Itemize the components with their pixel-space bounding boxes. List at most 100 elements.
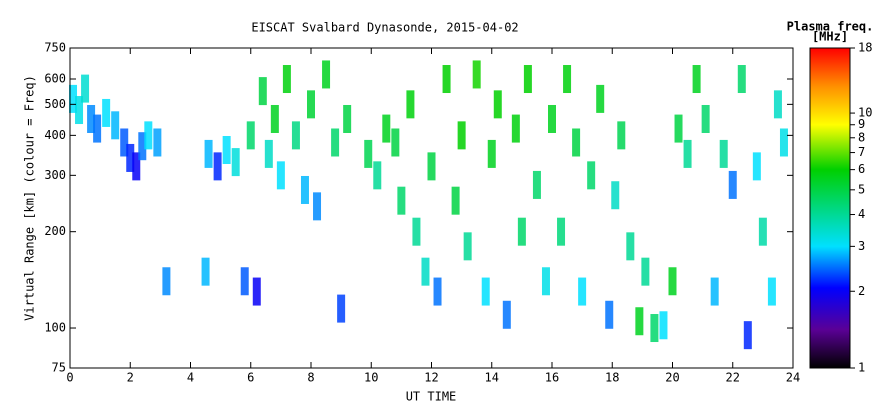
echo-point	[204, 139, 213, 168]
colorbar-tick-label: 7	[858, 145, 865, 159]
echo-point	[451, 186, 460, 215]
echo-point	[337, 294, 346, 323]
echo-point	[433, 277, 442, 306]
y-tick-label: 100	[44, 321, 66, 335]
colorbar-tick-label: 10	[858, 106, 872, 120]
echo-point	[153, 128, 162, 157]
echo-point	[442, 65, 451, 94]
x-tick-label: 0	[66, 371, 73, 385]
echo-point	[779, 128, 788, 157]
echo-point	[240, 267, 249, 296]
colorbar-tick-label: 4	[858, 207, 865, 221]
echo-point	[313, 192, 322, 221]
x-tick-label: 4	[187, 371, 194, 385]
echo-point	[674, 114, 683, 143]
echo-point	[617, 121, 626, 150]
echo-point	[391, 128, 400, 157]
echo-point	[421, 257, 430, 286]
echo-point	[502, 300, 511, 329]
echo-point	[563, 65, 572, 94]
echo-point	[692, 65, 701, 94]
echo-point	[517, 217, 526, 246]
echo-point	[246, 121, 255, 150]
colorbar-tick-label: 6	[858, 162, 865, 176]
echo-point	[659, 311, 668, 340]
echo-point	[587, 161, 596, 190]
echo-point	[767, 277, 776, 306]
echo-point	[373, 161, 382, 190]
colorbar-unit: [MHz]	[812, 30, 848, 44]
echo-point	[162, 267, 171, 296]
echo-point	[412, 217, 421, 246]
y-axis-label: Virtual Range [km] (colour = Freq)	[23, 75, 37, 321]
y-tick-label: 400	[44, 128, 66, 142]
echo-point	[683, 139, 692, 168]
echo-point	[541, 267, 550, 296]
echo-point	[532, 170, 541, 199]
echo-point	[126, 143, 135, 172]
colorbar-tick-label: 18	[858, 41, 872, 55]
plot-frame	[69, 47, 794, 369]
echo-point	[75, 96, 84, 125]
colorbar-tick-label: 9	[858, 117, 865, 131]
echo-point	[626, 232, 635, 261]
echo-point	[307, 90, 315, 119]
echo-point	[457, 121, 466, 150]
echo-point	[81, 74, 90, 103]
echo-point	[102, 98, 111, 127]
echo-point	[93, 114, 102, 143]
echo-point	[120, 128, 129, 157]
x-tick-label: 6	[247, 371, 254, 385]
x-tick-label: 12	[424, 371, 438, 385]
colorbar-title: Plasma freq.	[787, 20, 874, 34]
echo-point	[773, 90, 782, 119]
colorbar-tick-label: 2	[858, 284, 865, 298]
echo-point	[650, 314, 659, 343]
echo-point	[343, 104, 352, 133]
echo-point	[138, 132, 147, 161]
echo-point	[270, 104, 279, 133]
echo-point	[213, 152, 222, 181]
echo-point	[572, 128, 581, 157]
colorbar-tick-label: 5	[858, 182, 865, 196]
echo-point	[668, 267, 677, 296]
echo-point	[487, 139, 496, 168]
echo-point	[557, 217, 566, 246]
echo-point	[710, 277, 719, 306]
echo-point	[69, 84, 78, 113]
echo-point	[641, 257, 650, 286]
echo-point	[231, 148, 240, 177]
echo-point	[511, 114, 520, 143]
echo-point	[282, 65, 291, 94]
echo-point	[463, 232, 472, 261]
colorbar-tick-label: 8	[858, 130, 865, 144]
x-tick-label: 22	[726, 371, 740, 385]
echo-point	[605, 300, 614, 329]
echo-point	[427, 152, 436, 181]
echo-point	[111, 111, 120, 140]
colorbar-tick-label: 3	[858, 239, 865, 253]
y-tick-label: 200	[44, 224, 66, 238]
echo-point	[728, 170, 737, 199]
x-tick-label: 18	[605, 371, 619, 385]
echo-point	[252, 277, 261, 306]
echo-point	[322, 60, 331, 89]
echo-point	[737, 65, 746, 94]
echo-point	[493, 90, 502, 119]
echo-point	[596, 84, 605, 113]
echo-point	[758, 217, 767, 246]
echo-point	[548, 104, 556, 133]
echo-point	[701, 104, 710, 133]
echo-point	[276, 161, 285, 190]
echo-point	[635, 307, 644, 336]
echo-point	[743, 321, 752, 350]
x-tick-label: 14	[485, 371, 499, 385]
echo-point	[132, 152, 141, 181]
echo-point	[578, 277, 587, 306]
y-tick-label: 300	[44, 168, 66, 182]
echo-point	[201, 257, 210, 286]
echo-point	[264, 139, 273, 168]
y-tick-label: 500	[44, 97, 66, 111]
x-tick-label: 10	[364, 371, 378, 385]
